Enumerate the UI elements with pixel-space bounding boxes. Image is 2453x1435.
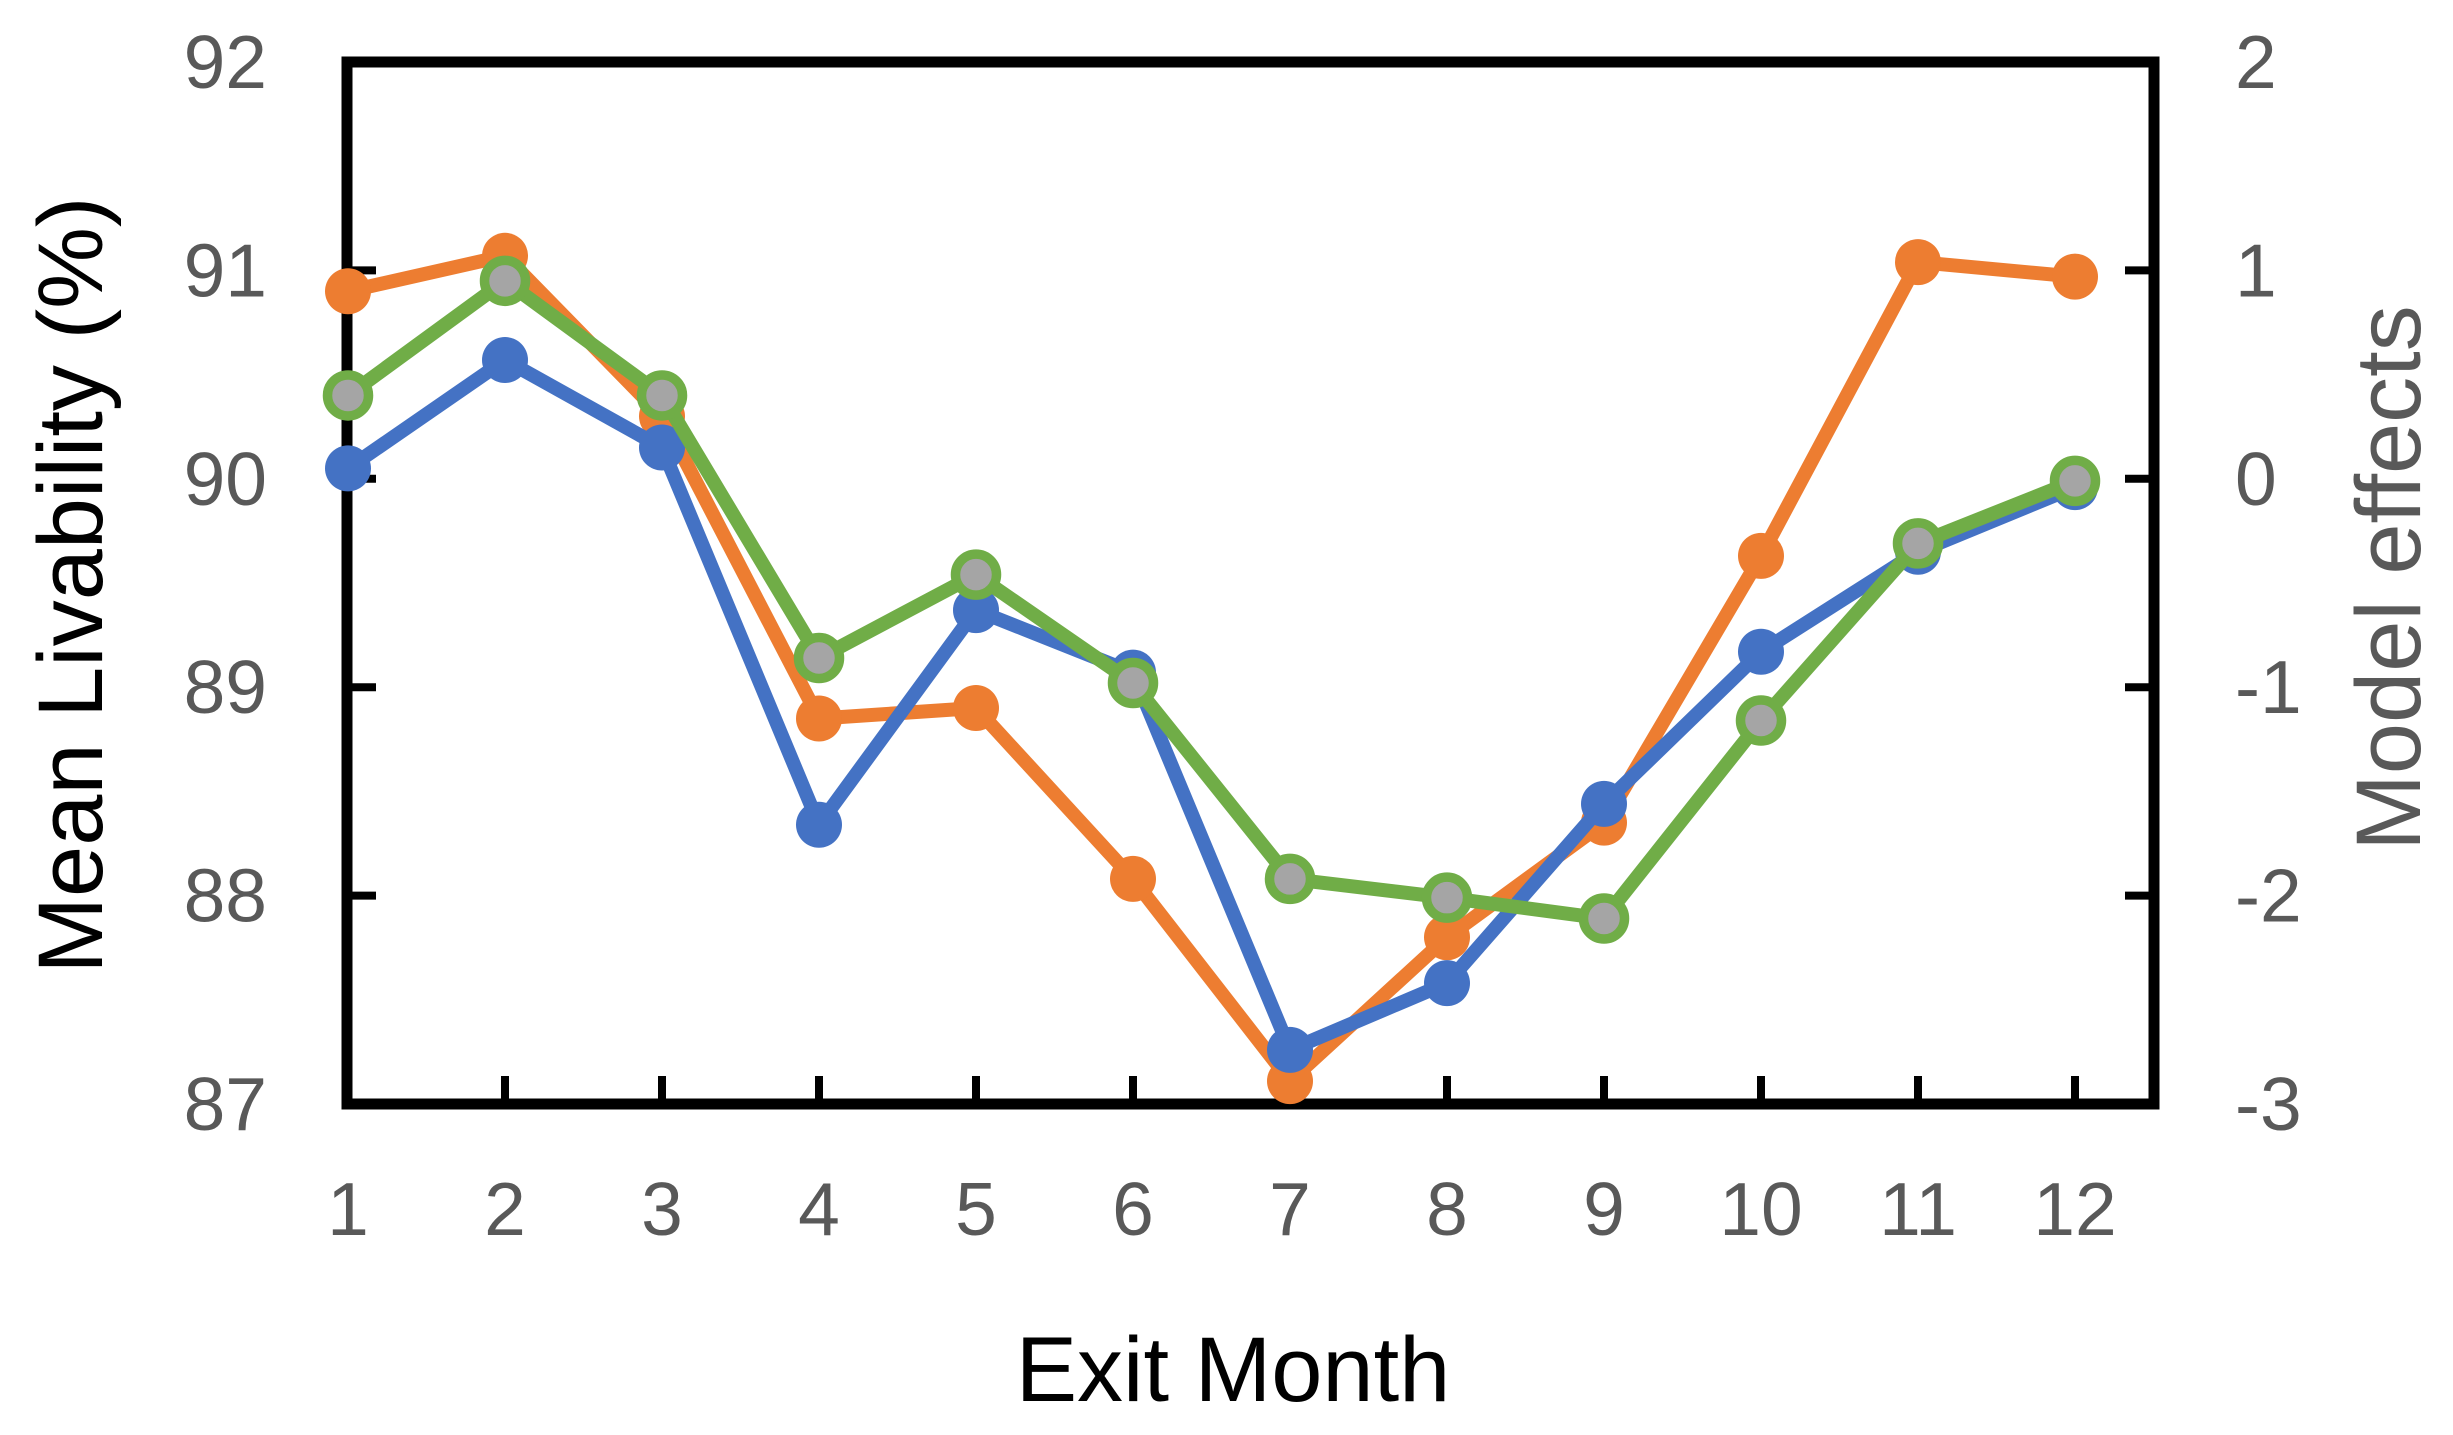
series-green-marker xyxy=(636,370,688,421)
right-y-tick-label: 1 xyxy=(2235,228,2277,312)
x-tick-label: 12 xyxy=(2033,1167,2116,1251)
series-orange-marker xyxy=(1424,914,1470,961)
series-blue-marker xyxy=(639,424,685,471)
left-y-tick-label: 87 xyxy=(184,1062,267,1146)
left-y-tick-label: 88 xyxy=(184,854,267,938)
x-tick-label: 8 xyxy=(1426,1167,1468,1251)
left-y-axis-title: Mean Livability (%) xyxy=(20,196,122,973)
axis-ticks xyxy=(344,58,2154,1108)
left-y-tick-label: 91 xyxy=(184,228,267,312)
series-orange-marker xyxy=(796,695,842,742)
series-blue-marker xyxy=(482,337,528,384)
series-orange xyxy=(325,232,2098,1105)
series-green-marker xyxy=(793,632,845,684)
plot-border xyxy=(341,56,2160,1110)
right-y-tick-label: -2 xyxy=(2235,854,2302,938)
series-orange-marker xyxy=(1895,239,1941,286)
series-green-marker xyxy=(2049,455,2101,507)
series-green-marker xyxy=(1735,695,1787,746)
series-blue xyxy=(325,337,2098,1073)
series-orange-marker xyxy=(2052,253,2098,300)
series-blue-marker xyxy=(1424,960,1470,1007)
x-tick-label: 7 xyxy=(1269,1167,1311,1251)
left-y-tick-label: 90 xyxy=(184,437,267,521)
series-green-line xyxy=(341,273,2082,926)
series-green-marker xyxy=(479,255,531,307)
series-blue-marker xyxy=(325,445,371,492)
x-tick-label: 9 xyxy=(1583,1167,1625,1251)
right-y-axis-title: Model effects xyxy=(2338,305,2440,851)
series-blue-line xyxy=(341,353,2082,1057)
right-y-tick-label: -3 xyxy=(2235,1062,2302,1146)
series-green xyxy=(322,255,2101,944)
series-green-marker xyxy=(950,549,1002,600)
series-green-marker xyxy=(1578,893,1630,944)
right-y-tick-label: -1 xyxy=(2235,645,2302,729)
series-green-marker xyxy=(322,370,374,421)
series-orange-line xyxy=(341,248,2082,1089)
series-green-marker xyxy=(1264,853,1316,905)
left-y-tick-label: 92 xyxy=(184,20,267,104)
x-axis-title: Exit Month xyxy=(1016,1319,1451,1421)
x-tick-label: 2 xyxy=(484,1167,526,1251)
series-layer xyxy=(322,232,2101,1105)
series-orange-marker xyxy=(953,685,999,732)
x-tick-label: 10 xyxy=(1719,1167,1802,1251)
series-green-marker xyxy=(1421,872,1473,923)
left-y-tick-label: 89 xyxy=(184,645,267,729)
series-orange-marker xyxy=(325,268,371,315)
series-green-marker xyxy=(1892,518,1944,569)
series-blue-marker xyxy=(1581,780,1627,827)
x-tick-label: 1 xyxy=(327,1167,369,1251)
x-tick-label: 11 xyxy=(1879,1167,1957,1251)
series-green-marker xyxy=(1107,657,1159,709)
right-y-tick-label: 0 xyxy=(2235,437,2277,521)
x-tick-label: 5 xyxy=(955,1167,997,1251)
series-blue-marker xyxy=(953,587,999,634)
x-tick-label: 3 xyxy=(641,1167,683,1251)
series-orange-marker xyxy=(1738,532,1784,579)
series-blue-marker xyxy=(1738,628,1784,675)
right-y-tick-label: 2 xyxy=(2235,20,2277,104)
x-tick-label: 4 xyxy=(798,1167,840,1251)
series-orange-marker xyxy=(1110,855,1156,902)
series-blue-marker xyxy=(796,801,842,848)
x-tick-label: 6 xyxy=(1112,1167,1154,1251)
series-blue-marker xyxy=(1267,1026,1313,1073)
